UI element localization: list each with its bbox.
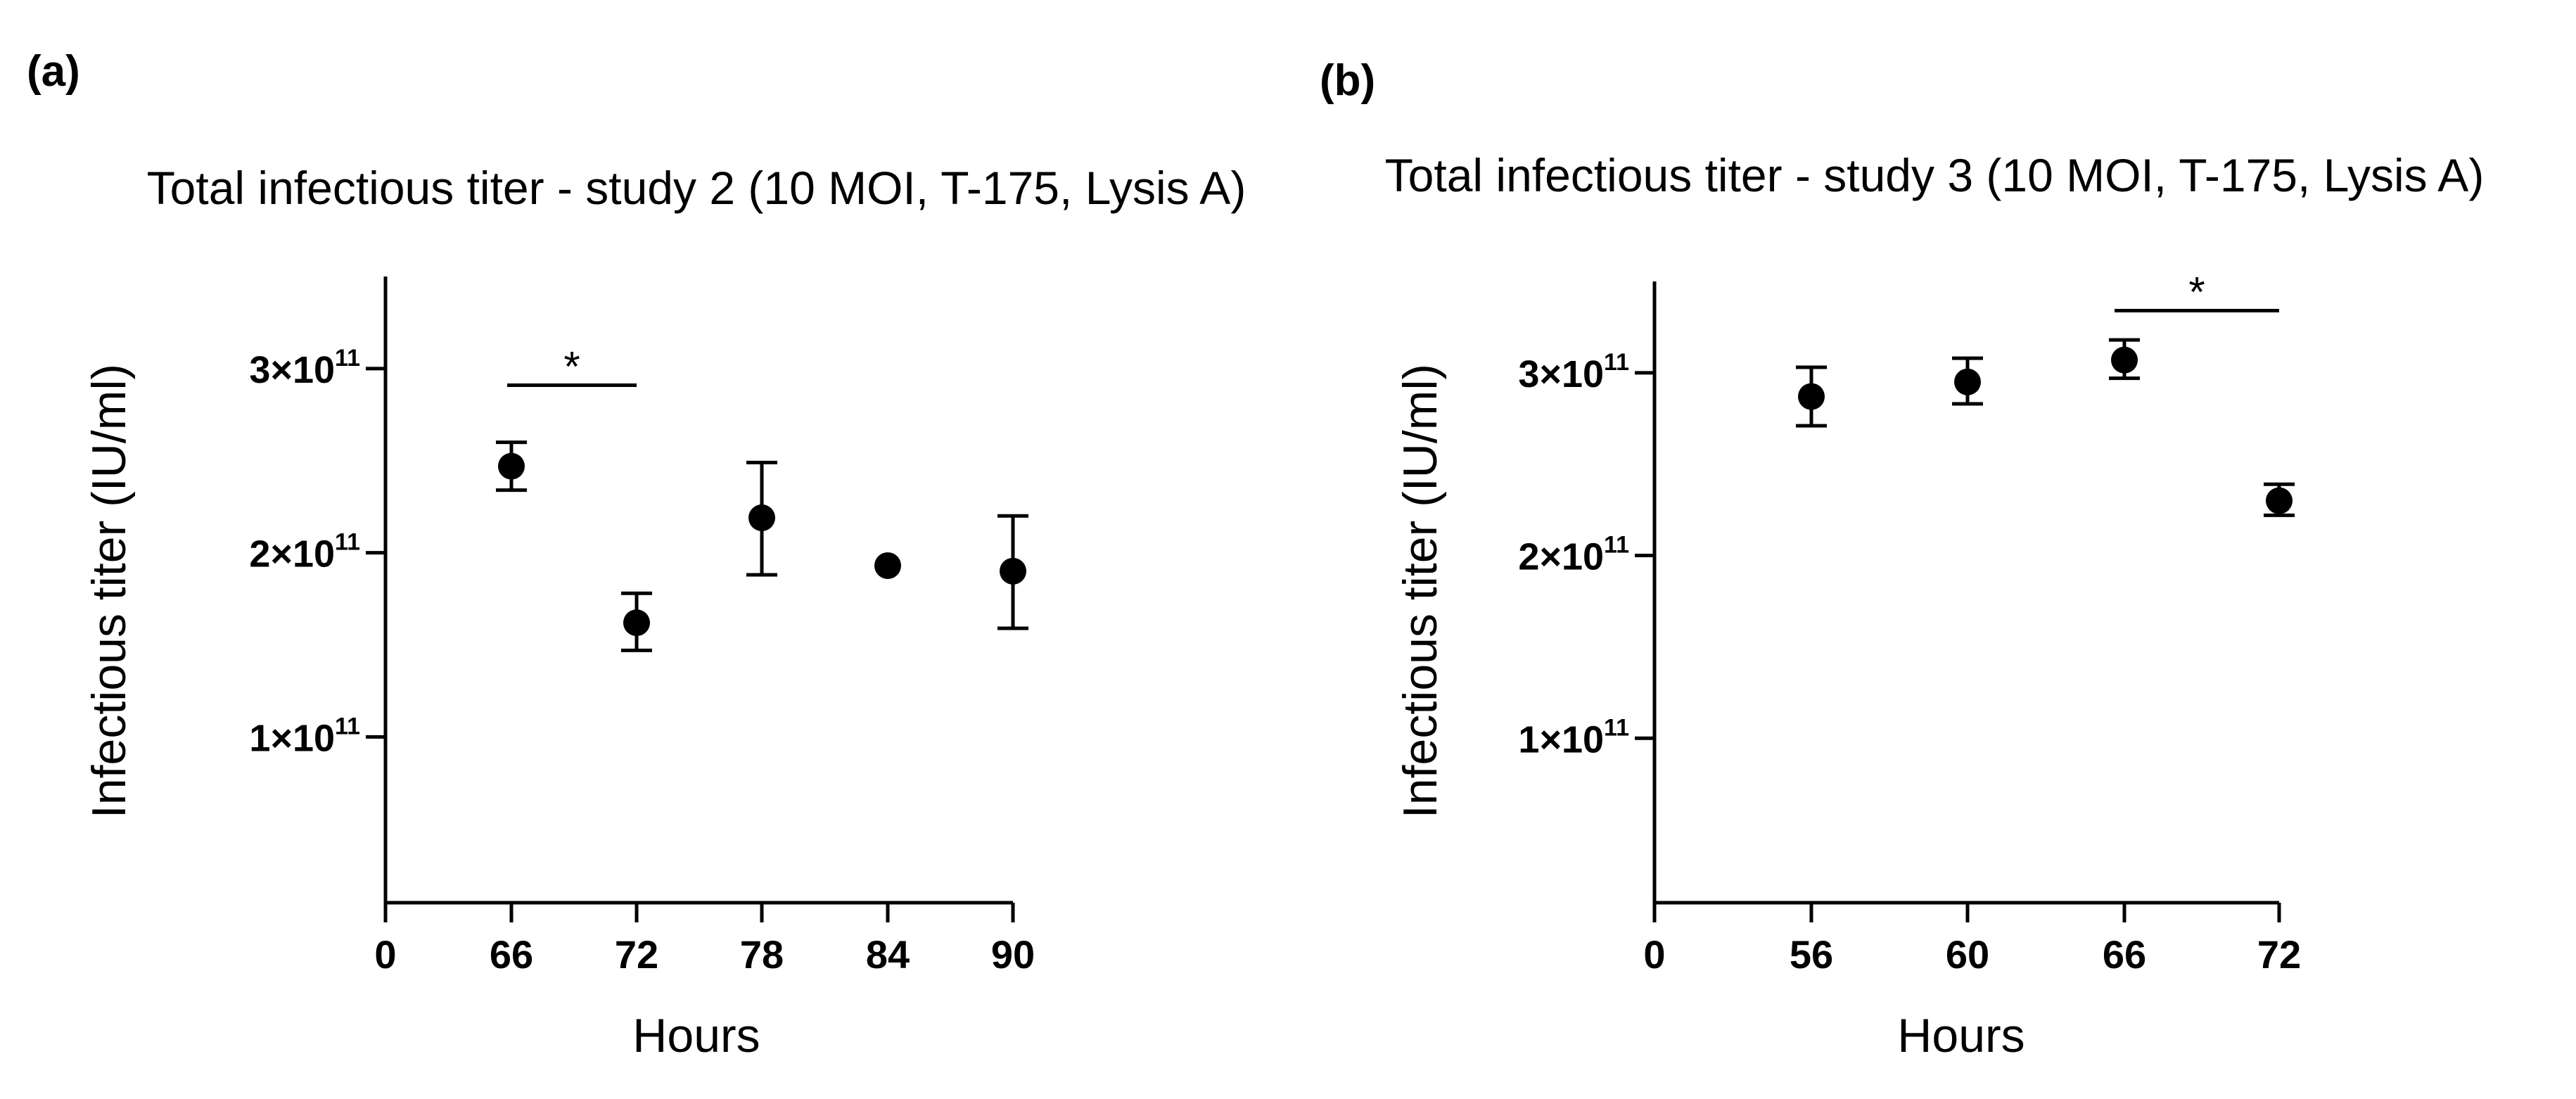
panel-a-x-tick-label-66: 66 xyxy=(490,932,533,977)
panel-a-y-tick-label-3: 3×1011 xyxy=(249,345,360,391)
panel-a-x-tick-label-72: 72 xyxy=(615,932,658,977)
panel-b-y-tick-label-3: 3×1011 xyxy=(1518,349,1629,395)
panel-a-label: (a) xyxy=(27,47,80,96)
panel-b-y-axis-label: Infectious titer (IU/ml) xyxy=(1394,364,1447,818)
panel-a: (a) Total infectious titer - study 2 (10… xyxy=(27,47,1246,1062)
panel-b-x-tick-label-60: 60 xyxy=(1946,932,1989,977)
panel-a-y-tick-label-1: 1×1011 xyxy=(249,713,360,759)
panel-a-point-66 xyxy=(498,452,525,480)
panel-b-x-tick-label-0: 0 xyxy=(1643,932,1665,977)
panel-b-x-tick-label-72: 72 xyxy=(2257,932,2301,977)
panel-a-y-tick-label-2: 2×1011 xyxy=(249,529,360,576)
panel-a-plot-area: 0 66 72 78 84 90 1×1011 2×1011 3×1011 * xyxy=(249,277,1035,977)
panel-a-x-tick-label-78: 78 xyxy=(740,932,784,977)
panel-b-y-tick-label-2: 2×1011 xyxy=(1518,532,1629,578)
panel-b-y-tick-label-1: 1×1011 xyxy=(1518,714,1629,761)
panel-a-x-tick-label-0: 0 xyxy=(374,932,396,977)
panel-a-point-90 xyxy=(1000,557,1026,585)
panel-a-significance-star-0: * xyxy=(563,343,580,390)
panel-b: (b) Total infectious titer - study 3 (10… xyxy=(1320,56,2484,1062)
panel-a-title: Total infectious titer - study 2 (10 MOI… xyxy=(147,162,1246,214)
panel-b-point-72 xyxy=(2266,487,2293,514)
panel-a-x-tick-label-90: 90 xyxy=(991,932,1035,977)
panel-a-point-78 xyxy=(748,504,775,531)
panel-b-plot-area: 0 56 60 66 72 1×1011 2×1011 3×1011 * xyxy=(1518,269,2301,977)
panel-b-x-tick-label-56: 56 xyxy=(1790,932,1833,977)
panel-b-label: (b) xyxy=(1320,56,1375,105)
panel-b-x-axis-label: Hours xyxy=(1897,1009,2025,1062)
panel-a-point-84 xyxy=(874,552,901,579)
panel-a-x-tick-label-84: 84 xyxy=(866,932,910,977)
panel-b-point-60 xyxy=(1954,368,1981,395)
panel-b-title: Total infectious titer - study 3 (10 MOI… xyxy=(1385,149,2485,201)
panel-a-y-axis-label: Infectious titer (IU/ml) xyxy=(82,364,136,818)
panel-a-x-axis-label: Hours xyxy=(632,1009,760,1062)
panel-b-x-tick-label-66: 66 xyxy=(2103,932,2146,977)
panel-a-point-72 xyxy=(623,609,650,637)
panel-b-significance-star-0: * xyxy=(2188,269,2205,316)
panel-b-point-56 xyxy=(1798,383,1825,410)
panel-b-point-66 xyxy=(2111,346,2138,374)
